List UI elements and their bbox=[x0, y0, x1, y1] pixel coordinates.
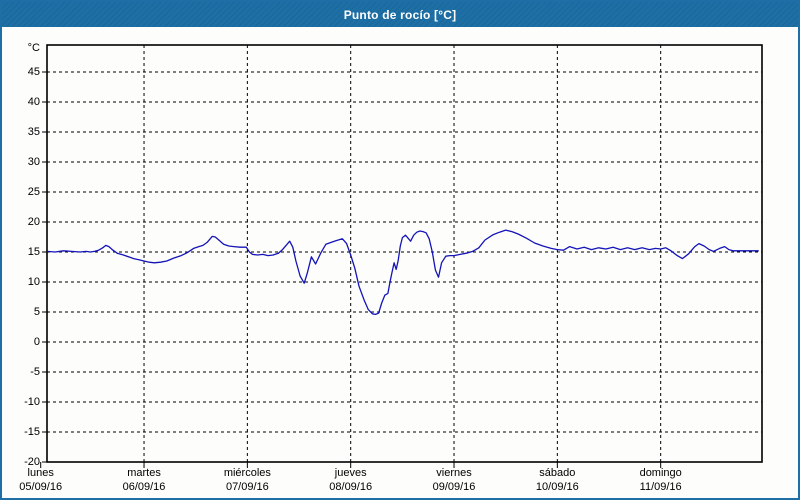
chart-title: Punto de rocío [°C] bbox=[343, 7, 457, 22]
x-day-name-label: miércoles bbox=[223, 467, 271, 479]
x-date-label: 06/09/16 bbox=[122, 481, 166, 493]
y-tick-label: 0 bbox=[33, 336, 40, 348]
y-tick-label: 5 bbox=[33, 306, 40, 318]
y-axis-unit-label: °C bbox=[27, 42, 40, 54]
dewpoint-series-line bbox=[46, 229, 759, 316]
y-tick-label: 40 bbox=[27, 96, 40, 108]
x-day-name-label: jueves bbox=[334, 467, 367, 479]
x-date-label: 05/09/16 bbox=[19, 481, 63, 493]
y-tick-label: 25 bbox=[27, 186, 40, 198]
x-date-label: 11/09/16 bbox=[639, 481, 682, 493]
plot-frame bbox=[46, 44, 763, 463]
x-date-label: 08/09/16 bbox=[329, 481, 373, 493]
y-tick-label: -10 bbox=[24, 396, 40, 408]
y-tick-label: 35 bbox=[27, 126, 40, 138]
x-day-name-label: domingo bbox=[639, 467, 682, 479]
y-tick-label: 20 bbox=[27, 216, 40, 228]
y-tick-label: -5 bbox=[30, 366, 40, 378]
y-tick-label: 15 bbox=[27, 246, 40, 258]
x-day-name-label: lunes bbox=[27, 467, 54, 479]
x-date-label: 10/09/16 bbox=[535, 481, 579, 493]
x-day-name-label: martes bbox=[127, 467, 161, 479]
x-date-label: 07/09/16 bbox=[225, 481, 269, 493]
y-tick-label: 10 bbox=[27, 276, 40, 288]
title-bar: Punto de rocío [°C] bbox=[2, 2, 798, 27]
x-day-name-label: sábado bbox=[539, 467, 576, 479]
x-date-label: 09/09/16 bbox=[432, 481, 476, 493]
y-tick-label: 30 bbox=[27, 156, 40, 168]
y-tick-label: -20 bbox=[24, 456, 40, 468]
x-day-name-label: viernes bbox=[436, 467, 472, 479]
y-tick-label: -15 bbox=[24, 426, 40, 438]
y-tick-label: 45 bbox=[27, 66, 40, 78]
